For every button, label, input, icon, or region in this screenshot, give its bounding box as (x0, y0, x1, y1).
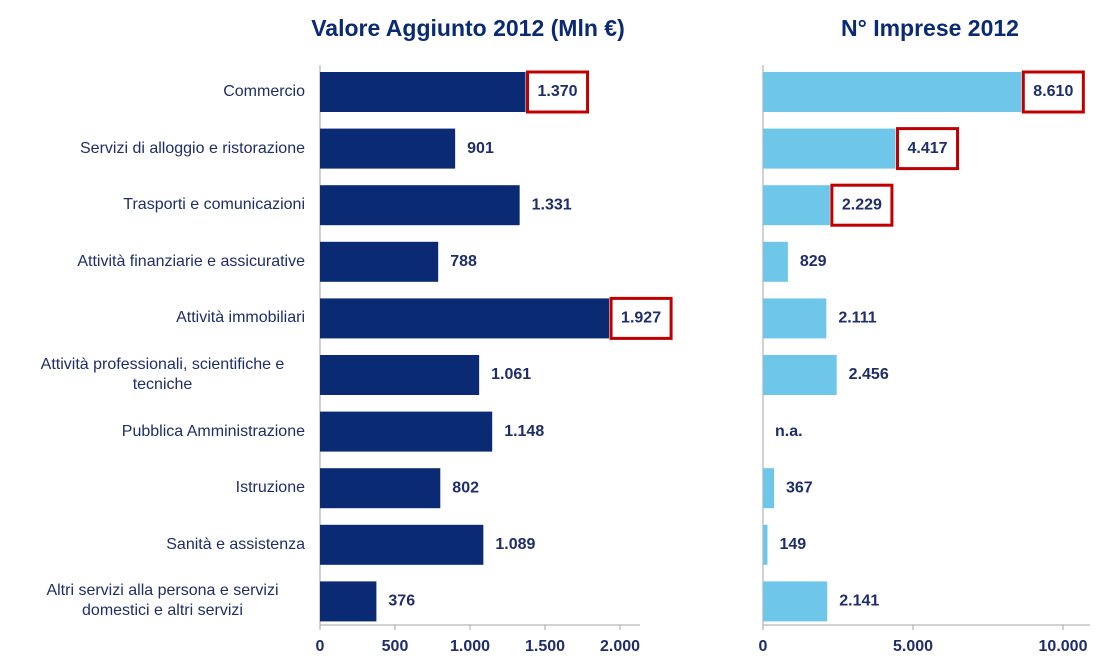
bar (763, 128, 896, 169)
bar (320, 72, 526, 112)
bar (763, 241, 788, 282)
x-tick-label: 10.000 (1039, 638, 1088, 655)
data-label: 2.229 (842, 196, 882, 213)
bar (320, 524, 484, 565)
y-tick-label: Trasporti e comunicazioni (123, 196, 305, 214)
highlight-box (526, 70, 590, 114)
data-label: 8.610 (1033, 83, 1073, 100)
x-tick-label: 5.000 (893, 638, 933, 655)
data-label: 2.111 (838, 310, 876, 327)
highlight-box (830, 183, 894, 227)
data-label: 4.417 (908, 140, 948, 157)
bar (763, 185, 830, 226)
data-label: 2.141 (839, 593, 879, 610)
y-tick-label: Attività finanziarie e assicurative (77, 252, 305, 270)
x-tick-label: 1.500 (525, 638, 565, 655)
data-label: 2.456 (849, 366, 889, 383)
data-label: 829 (800, 253, 827, 270)
category-label-box: Trasporti e comunicazioni (10, 180, 305, 230)
data-label: 1.089 (495, 536, 535, 553)
y-tick-label: Sanità e assistenza (166, 535, 305, 553)
data-label: 1.331 (532, 196, 572, 213)
category-label-box: Attività finanziarie e assicurative (10, 237, 305, 287)
bar (320, 355, 480, 395)
category-label-box: Sanità e assistenza (10, 520, 305, 570)
category-label-box: Pubblica Amministrazione (10, 407, 305, 457)
y-tick-label: Pubblica Amministrazione (121, 422, 305, 440)
bar (320, 185, 520, 226)
data-label: 1.927 (621, 310, 661, 327)
data-label: 1.061 (491, 366, 531, 383)
x-tick-label: 500 (382, 638, 409, 655)
bar (763, 468, 775, 509)
y-tick-label: Commercio (223, 83, 305, 100)
x-tick-label: 2.000 (600, 638, 640, 655)
bar (763, 581, 828, 622)
category-label-box: Istruzione (10, 463, 305, 513)
y-tick-label: Attività immobiliari (176, 309, 305, 327)
highlight-box (609, 296, 673, 340)
y-tick-label: Attività professionali, scientifiche e t… (40, 356, 285, 393)
bar (763, 355, 837, 395)
chart-title: N° Imprese 2012 (841, 15, 1019, 41)
data-label: 802 (452, 479, 479, 496)
data-label: n.a. (775, 423, 803, 440)
x-tick-label: 0 (759, 638, 768, 655)
bar (763, 524, 768, 565)
category-label-box: Attività professionali, scientifiche e t… (10, 350, 305, 400)
y-tick-label: Altri servizi alla persona e servizi dom… (46, 582, 279, 620)
bar (320, 128, 456, 169)
data-label: 149 (779, 536, 806, 553)
highlight-box (896, 127, 960, 171)
category-label-box: Altri servizi alla persona e servizi dom… (10, 576, 305, 626)
x-tick-label: 0 (316, 638, 325, 655)
data-label: 1.148 (504, 423, 544, 440)
data-label: 901 (467, 140, 494, 157)
bar (320, 298, 610, 339)
bar (763, 298, 827, 339)
bar (320, 241, 439, 282)
data-label: 788 (450, 253, 477, 270)
x-tick-label: 1.000 (450, 638, 490, 655)
bar (763, 72, 1022, 112)
highlight-box (1021, 70, 1085, 114)
category-label-box: Servizi di alloggio e ristorazione (10, 124, 305, 174)
bar (320, 581, 377, 622)
category-label-box: Commercio (10, 67, 305, 117)
data-label: 367 (786, 479, 813, 496)
y-tick-label: Istruzione (235, 479, 305, 497)
bar (320, 468, 441, 509)
bar (320, 411, 493, 452)
data-label: 376 (388, 593, 415, 610)
data-label: 1.370 (538, 83, 578, 100)
category-label-box: Attività immobiliari (10, 293, 305, 343)
chart-title: Valore Aggiunto 2012 (Mln €) (311, 15, 625, 41)
y-tick-label: Servizi di alloggio e ristorazione (80, 139, 305, 157)
